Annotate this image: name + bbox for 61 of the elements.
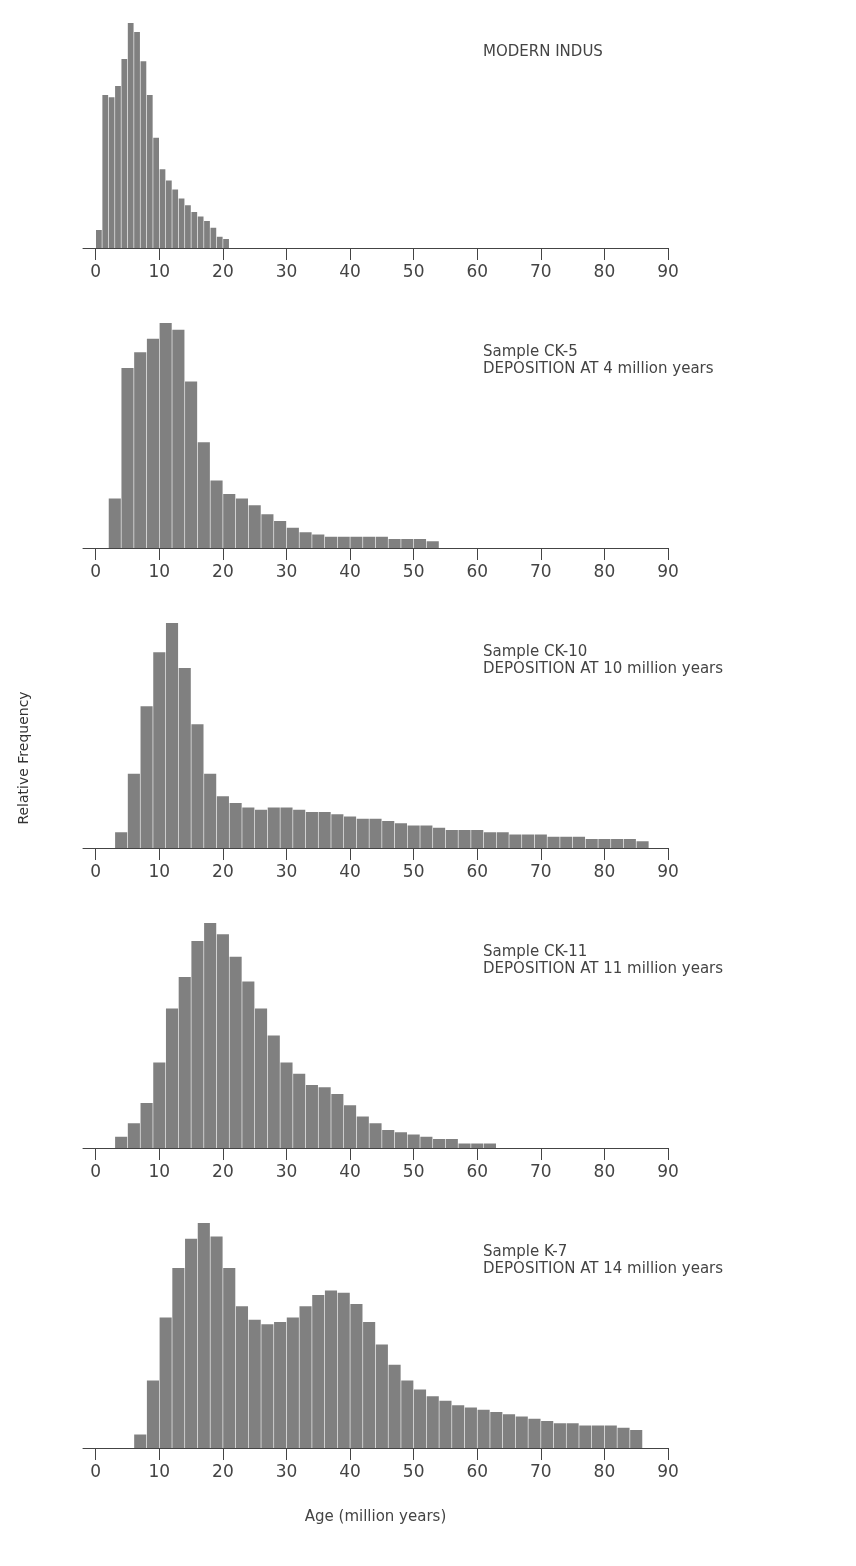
- x-tick-label: 50: [402, 1460, 425, 1481]
- x-tick-label: 70: [530, 1460, 552, 1481]
- x-tick-label: 10: [148, 1460, 171, 1481]
- x-tick-label: 10: [148, 860, 171, 881]
- x-tick-label: 10: [148, 560, 171, 581]
- x-tick-label: 90: [657, 1460, 679, 1481]
- x-tick-label: 90: [657, 860, 679, 881]
- x-tick-label: 80: [593, 860, 616, 881]
- x-tick-label: 30: [275, 260, 298, 281]
- x-tick-label: 60: [466, 1460, 489, 1481]
- x-axis-title: Age (million years): [304, 1506, 447, 1525]
- x-tick-label: 60: [466, 260, 489, 281]
- x-tick-label: 80: [593, 260, 616, 281]
- text: MODERN INDUS: [483, 41, 603, 60]
- x-tick-label: 30: [275, 1460, 298, 1481]
- x-tick-label: 70: [530, 1160, 552, 1181]
- x-tick-label: 20: [212, 560, 234, 581]
- text: Sample CK-11: [483, 941, 588, 960]
- x-tick-label: 40: [339, 260, 361, 281]
- x-tick-label: 40: [339, 1160, 361, 1181]
- text: Sample CK-10: [483, 641, 588, 660]
- x-tick-label: 10: [148, 260, 171, 281]
- text: Sample K-7: [483, 1241, 568, 1260]
- text: Sample CK-5: [483, 341, 578, 360]
- x-tick-label: 30: [275, 1160, 298, 1181]
- x-tick-label: 90: [657, 560, 679, 581]
- text: DEPOSITION AT 10 million years: [483, 658, 724, 677]
- x-tick-label: 40: [339, 1460, 361, 1481]
- x-tick-label: 80: [593, 1160, 616, 1181]
- x-tick-label: 0: [90, 1160, 102, 1181]
- x-tick-label: 60: [466, 860, 489, 881]
- x-tick-label: 30: [275, 560, 298, 581]
- x-tick-label: 0: [90, 860, 102, 881]
- x-tick-label: 10: [148, 1160, 171, 1181]
- x-tick-label: 90: [657, 1160, 679, 1181]
- x-tick-label: 60: [466, 560, 489, 581]
- text: DEPOSITION AT 4 million years: [483, 358, 714, 377]
- x-tick-label: 20: [212, 1460, 234, 1481]
- x-tick-label: 20: [212, 860, 234, 881]
- x-tick-label: 40: [339, 860, 361, 881]
- x-tick-label: 80: [593, 560, 616, 581]
- x-tick-label: 0: [90, 560, 102, 581]
- x-tick-label: 50: [402, 1160, 425, 1181]
- x-tick-label: 50: [402, 860, 425, 881]
- x-tick-label: 70: [530, 560, 552, 581]
- x-tick-label: 20: [212, 1160, 234, 1181]
- text: DEPOSITION AT 14 million years: [483, 1258, 724, 1277]
- x-tick-label: 60: [466, 1160, 489, 1181]
- x-tick-label: 40: [339, 560, 361, 581]
- x-tick-label: 20: [212, 260, 234, 281]
- x-tick-label: 50: [402, 560, 425, 581]
- x-tick-label: 30: [275, 860, 298, 881]
- x-tick-label: 80: [593, 1460, 616, 1481]
- x-tick-label: 0: [90, 260, 102, 281]
- x-tick-label: 0: [90, 1460, 102, 1481]
- x-tick-label: 50: [402, 260, 425, 281]
- x-tick-label: 70: [530, 860, 552, 881]
- x-tick-label: 90: [657, 260, 679, 281]
- text: DEPOSITION AT 11 million years: [483, 958, 724, 977]
- y-axis-title: Relative Frequency: [15, 691, 31, 825]
- x-tick-label: 70: [530, 260, 552, 281]
